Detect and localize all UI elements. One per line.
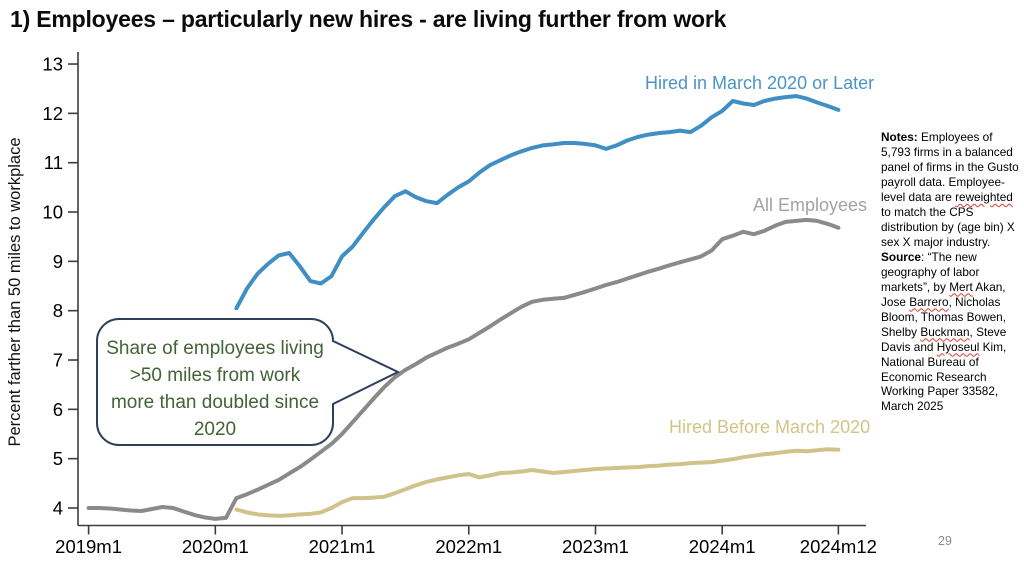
series-line-all-employees — [86, 217, 841, 521]
notes-segment: Barrero — [909, 294, 949, 309]
notes-segment: : “The new geography of labor markets”, … — [881, 249, 980, 294]
notes-segment: Employees of 5,793 firms in a balanced p… — [881, 130, 1019, 204]
y-tick-label: 12 — [42, 103, 63, 124]
callout-annotation: Share of employees living >50 miles from… — [106, 338, 324, 440]
series-label-all-employees: All Employees — [753, 195, 868, 215]
series-line-hired-in-march-2020-or-later — [234, 94, 841, 311]
y-tick-label: 6 — [53, 399, 63, 420]
series-label-hired-after: Hired in March 2020 or Later — [645, 73, 875, 93]
x-tick-label: 2024m12 — [800, 536, 877, 557]
notes-segment: Kim, National Bureau of Economic Researc… — [881, 339, 1007, 414]
y-tick-label: 4 — [53, 498, 63, 519]
notes-segment: , Nicholas Bloom, Thomas Bowen, Shelby — [881, 294, 1007, 339]
notes-segment: Hyoseul — [936, 339, 980, 354]
notes-segment: reweighted — [955, 189, 1013, 204]
x-tick-label: 2023m1 — [562, 536, 629, 557]
y-tick-label: 11 — [44, 152, 63, 173]
series-lines — [86, 94, 841, 521]
series-line-hired-before-march-2020 — [234, 447, 841, 518]
page-number: 29 — [938, 534, 952, 548]
notes-segment: Notes: — [881, 130, 918, 144]
notes-block: Notes: Employees of 5,793 firms in a bal… — [881, 130, 1023, 414]
x-tick-label: 2019m1 — [55, 536, 122, 557]
axes — [68, 52, 866, 535]
slide-title: 1) Employees – particularly new hires - … — [10, 6, 727, 32]
y-tick-label: 10 — [42, 202, 63, 223]
tick-labels: 4 5 6 7 8 9 10 11 12 13 2019m1 2020m1 2021m1 2022m1 20… — [42, 54, 877, 557]
notes-segment: , Steve Davis and — [881, 324, 1007, 354]
y-tick-label: 9 — [53, 251, 63, 272]
x-tick-label: 2020m1 — [182, 536, 249, 557]
y-axis-title: Percent farther than 50 miles to workpla… — [6, 137, 24, 446]
x-tick-label: 2022m1 — [435, 536, 502, 557]
notes-segment: Source — [881, 249, 921, 264]
y-tick-label: 8 — [53, 300, 63, 321]
y-tick-label: 13 — [42, 54, 63, 75]
notes-segment: Akan, Jose — [881, 279, 1006, 309]
x-tick-label: 2021m1 — [309, 536, 376, 557]
callout-bubble — [96, 318, 401, 446]
notes-segment: Buckman — [920, 324, 970, 339]
y-tick-label: 5 — [53, 448, 63, 469]
notes-segment: Mert — [949, 279, 973, 294]
notes-segment: to match the CPS distribution by (age bi… — [881, 204, 1015, 249]
y-tick-label: 7 — [53, 350, 63, 371]
series-label-hired-before: Hired Before March 2020 — [669, 417, 871, 437]
x-tick-label: 2024m1 — [689, 536, 756, 557]
